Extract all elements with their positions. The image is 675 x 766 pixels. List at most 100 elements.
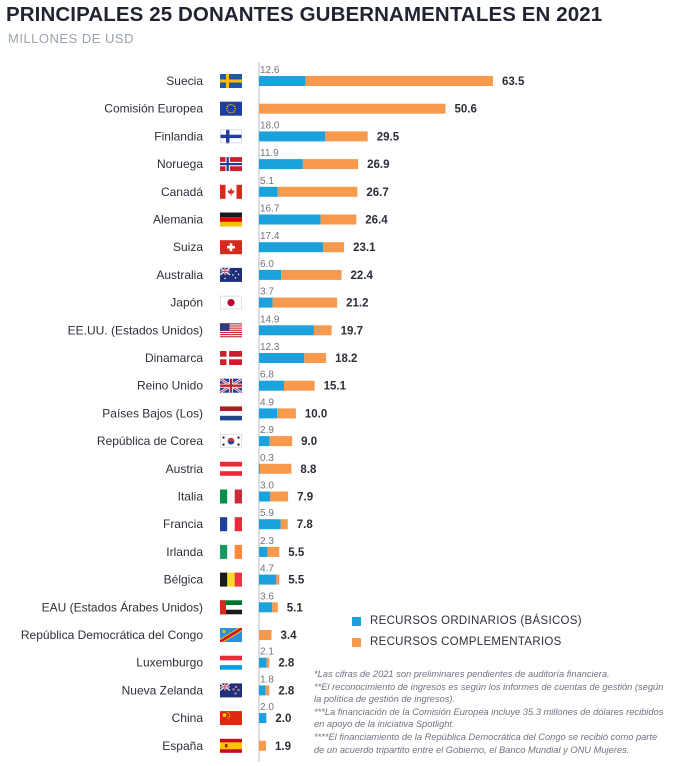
- core-bar: [259, 408, 278, 419]
- flag-new-zealand-icon: [219, 682, 242, 698]
- non-core-bar: [266, 657, 270, 668]
- core-value-label: 12.6: [260, 65, 280, 76]
- total-value-label: 2.8: [278, 658, 295, 670]
- flag-belgium-icon: [220, 572, 242, 587]
- footnote: *Las cifras de 2021 son preliminares pen…: [314, 669, 610, 679]
- flag-uk-icon: [219, 377, 243, 394]
- flag-spain-icon: [220, 738, 242, 753]
- core-value-label: 6.8: [260, 370, 274, 381]
- non-core-bar: [280, 519, 288, 530]
- non-core-bar: [259, 740, 267, 751]
- non-core-bar: [276, 574, 280, 585]
- core-value-label: 2.1: [260, 647, 274, 658]
- core-value-label: 2.9: [260, 425, 274, 436]
- chart-title: PRINCIPALES 25 DONANTES GUBERNAMENTALES …: [6, 3, 603, 26]
- category-label: Alemania: [153, 213, 203, 227]
- non-core-bar: [302, 159, 359, 170]
- flag-germany-icon: [220, 212, 242, 227]
- core-value-label: 2.0: [260, 702, 274, 713]
- category-label: Francia: [163, 517, 203, 531]
- core-value-label: 0.3: [260, 453, 274, 464]
- total-value-label: 5.5: [288, 547, 305, 559]
- core-value-label: 11.9: [260, 148, 279, 159]
- non-core-bar: [272, 297, 338, 308]
- chart-subtitle: MILLONES DE USD: [8, 31, 134, 46]
- core-value-label: 4.9: [260, 397, 274, 408]
- category-label: EAU (Estados Árabes Unidos): [42, 599, 203, 614]
- non-core-bar: [304, 353, 327, 363]
- flag-china-icon: [220, 711, 242, 726]
- core-value-label: 5.1: [260, 176, 274, 187]
- total-value-label: 26.4: [365, 215, 388, 227]
- core-value-label: 14.9: [260, 314, 280, 325]
- non-core-bar: [320, 214, 357, 225]
- core-value-label: 2.3: [260, 536, 274, 547]
- non-core-bar: [259, 630, 272, 640]
- total-value-label: 18.2: [335, 353, 357, 365]
- category-label: Bélgica: [164, 573, 204, 587]
- footnotes: *Las cifras de 2021 son preliminares pen…: [314, 668, 666, 756]
- core-value-label: 6.0: [260, 259, 274, 270]
- total-value-label: 50.6: [454, 104, 476, 116]
- flag-japan-icon: [220, 295, 242, 310]
- flag-eu-icon: [220, 101, 242, 116]
- core-bar: [259, 519, 281, 530]
- flag-usa-icon: [220, 323, 242, 338]
- total-value-label: 26.7: [366, 187, 388, 199]
- core-value-label: 3.6: [260, 591, 274, 602]
- core-bar: [259, 242, 324, 253]
- flag-korea-icon: [220, 434, 242, 449]
- core-bar: [259, 685, 266, 696]
- footnote: ***La financiación de la Comisión Europe…: [314, 706, 664, 730]
- core-bar: [259, 353, 305, 363]
- non-core-bar: [284, 380, 315, 391]
- category-label: Finlandia: [154, 129, 203, 143]
- non-core-bar: [325, 131, 368, 142]
- core-bar: [259, 436, 270, 447]
- flag-uae-icon: [220, 600, 242, 615]
- category-label: Italia: [178, 490, 204, 504]
- category-label: EE.UU. (Estados Unidos): [68, 323, 203, 337]
- flag-italy-icon: [220, 489, 242, 504]
- category-label: Noruega: [157, 157, 203, 171]
- legend-label-non-core: RECURSOS COMPLEMENTARIOS: [370, 636, 562, 648]
- core-bar: [259, 463, 261, 474]
- flag-ireland-icon: [220, 544, 242, 559]
- non-core-bar: [305, 76, 493, 86]
- flag-switzerland-icon: [220, 240, 242, 255]
- flag-drc-icon: [220, 628, 242, 642]
- non-core-bar: [270, 491, 289, 502]
- non-core-bar: [272, 602, 278, 613]
- category-label: República de Corea: [97, 434, 203, 448]
- total-value-label: 1.9: [275, 741, 291, 753]
- category-label: Reino Unido: [137, 379, 203, 393]
- core-bar: [259, 325, 314, 336]
- core-bar: [259, 380, 285, 391]
- core-value-label: 4.7: [260, 564, 274, 575]
- footnote: **El reconocimiento de ingresos es según…: [314, 681, 664, 705]
- category-label: Comisión Europea: [104, 102, 203, 116]
- core-value-label: 3.7: [260, 287, 274, 298]
- non-core-bar: [277, 408, 296, 419]
- total-value-label: 63.5: [502, 76, 525, 88]
- category-label: China: [172, 711, 204, 725]
- total-value-label: 7.8: [297, 519, 314, 531]
- core-bar: [259, 713, 267, 724]
- core-bar: [259, 657, 267, 668]
- category-label: Suecia: [166, 74, 203, 88]
- non-core-bar: [313, 325, 332, 336]
- non-core-bar: [269, 436, 293, 447]
- core-value-label: 1.8: [260, 674, 274, 685]
- legend-item-non-core: RECURSOS COMPLEMENTARIOS: [352, 632, 582, 652]
- total-value-label: 8.8: [300, 464, 317, 476]
- total-value-label: 2.8: [278, 685, 295, 697]
- category-label: Suiza: [173, 240, 203, 254]
- total-value-label: 10.0: [305, 408, 327, 420]
- core-bar: [259, 76, 306, 86]
- category-label: República Democrática del Congo: [21, 628, 203, 642]
- flag-australia-icon: [219, 267, 242, 282]
- category-label: Dinamarca: [145, 351, 203, 365]
- core-bar: [259, 214, 321, 225]
- total-value-label: 22.4: [351, 270, 374, 282]
